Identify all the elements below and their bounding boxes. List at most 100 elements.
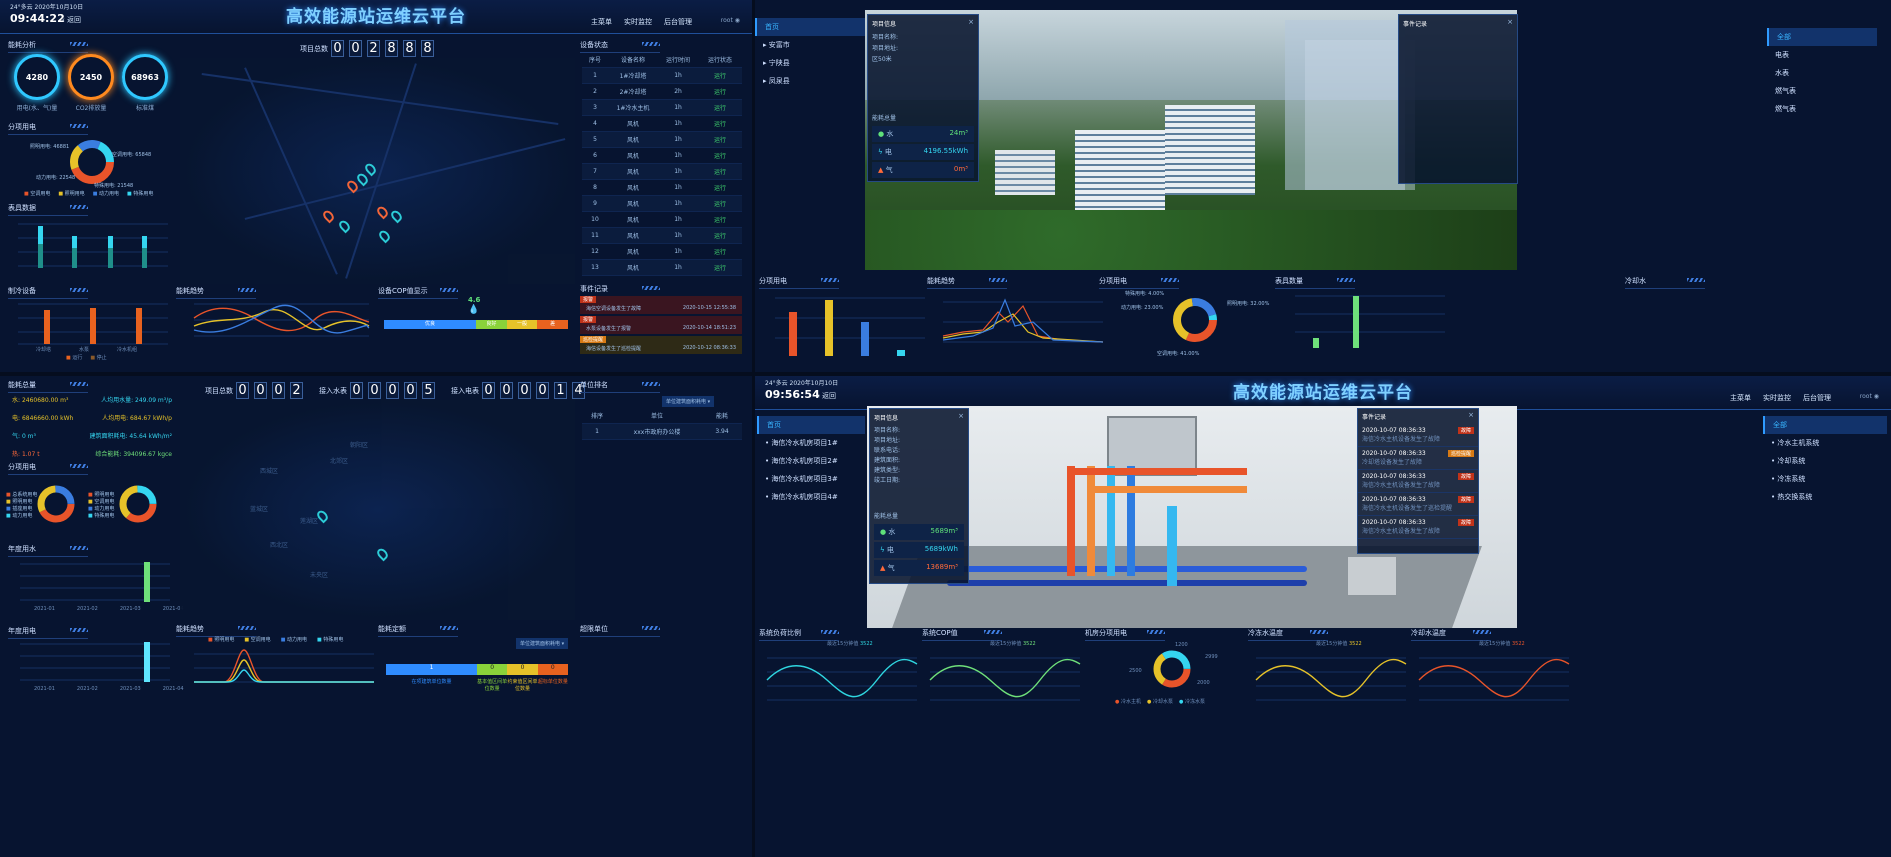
event-item[interactable]: 2020-10-07 08:36:33 故障 海信冷水主机设备发生了巡检提醒	[1358, 493, 1478, 516]
map-pin[interactable]	[321, 208, 336, 224]
table-row[interactable]: 10 风机 1h 运行	[582, 212, 742, 228]
event-time: 2020-10-07 08:36:33	[1362, 473, 1426, 480]
nav-main-menu[interactable]: 主菜单	[1730, 394, 1751, 402]
nav-main-menu[interactable]: 主菜单	[591, 18, 612, 26]
table-header: 排序 单位 能耗	[582, 408, 742, 424]
sidebar-item-project[interactable]: • 海信冷水机房项目3#	[765, 475, 838, 483]
nav-realtime[interactable]: 实时监控	[624, 18, 652, 26]
tab-system[interactable]: • 冷水主机系统	[1771, 439, 1820, 447]
event-tag: 故障	[1457, 519, 1474, 526]
table-row[interactable]: 11 风机 1h 运行	[582, 228, 742, 244]
sidebar-item-home[interactable]: 首页	[757, 416, 865, 434]
digit: 2	[367, 40, 380, 57]
event-item[interactable]: 报警 海信空调设备发生了故障 2020-10-15 12:55:38	[580, 296, 742, 314]
back-button[interactable]: ‹ 返回	[817, 392, 837, 400]
mini-line-chart	[766, 657, 918, 701]
nav-admin[interactable]: 后台管理	[1803, 394, 1831, 402]
table-row[interactable]: 12 风机 1h 运行	[582, 244, 742, 260]
map-pin[interactable]	[377, 228, 392, 244]
quota-captions: 在项建筑单位数量 基本值区间单位数量 约束值区间单位数量 超标单位数量	[411, 679, 568, 692]
tab-system[interactable]: • 热交换系统	[1771, 493, 1813, 501]
table-row[interactable]: 13 风机 1h 运行	[582, 260, 742, 276]
section-trend: 能耗趋势	[927, 276, 1007, 289]
sidebar-item-project[interactable]: • 海信冷水机房项目4#	[765, 493, 838, 501]
table-cell: 运行	[713, 153, 726, 160]
map-pin[interactable]	[363, 161, 378, 177]
table-row[interactable]: 4 风机 1h 运行	[582, 116, 742, 132]
tab-water[interactable]: 水表	[1775, 69, 1789, 77]
event-item[interactable]: 2020-10-07 08:36:33 巡检提醒 冷却塔设备发生了故障	[1358, 447, 1478, 470]
table-row[interactable]: 1 1#冷却塔 1h 运行	[582, 68, 742, 84]
tab-system[interactable]: • 冷冻系统	[1771, 475, 1806, 483]
total-row: 水: 2460680.00 m³ 人均用水量: 249.09 m³/p	[12, 397, 172, 404]
map-pin[interactable]	[375, 204, 390, 220]
event-item[interactable]: 2020-10-07 08:36:33 故障 海信冷水主机设备发生了故障	[1358, 470, 1478, 493]
user-menu[interactable]: root ◉	[1860, 393, 1879, 400]
city-energy-dashboard: 能耗总量 水: 2460680.00 m³ 人均用水量: 249.09 m³/p …	[0, 376, 752, 857]
nav-admin[interactable]: 后台管理	[664, 18, 692, 26]
close-icon[interactable]: ×	[1468, 411, 1474, 419]
year-labels: 2021-01 2021-02 2021-03 2021-04	[34, 606, 184, 612]
close-icon[interactable]: ×	[1507, 18, 1513, 26]
event-item[interactable]: 巡检提醒 海信设备发生了巡检提醒 2020-10-12 08:36:33	[580, 336, 742, 354]
close-icon[interactable]: ×	[958, 412, 964, 420]
section-title: 冷冻水温度	[1248, 628, 1328, 641]
table-row[interactable]: 3 1#冷水主机 1h 运行	[582, 100, 742, 116]
table-cell: 运行	[713, 169, 726, 176]
map-area[interactable]	[180, 58, 575, 284]
city-map[interactable]: 朝阳区 北郊区 西城区 蓝城区 莲湖区 西北区 未央区	[180, 400, 575, 620]
sidebar-item-county2[interactable]: ▸ 凤泉县	[763, 77, 790, 85]
table-cell: 1h	[674, 216, 682, 223]
table-row[interactable]: 9 风机 1h 运行	[582, 196, 742, 212]
event-tag: 故障	[1457, 496, 1474, 503]
sidebar-item-project[interactable]: • 海信冷水机房项目2#	[765, 457, 838, 465]
event-item[interactable]: 2020-10-07 08:36:33 故障 海信冷水主机设备发生了故障	[1358, 424, 1478, 447]
sidebar-item-home[interactable]: 首页	[755, 18, 865, 36]
section-cooling-water: 冷却水	[1625, 276, 1705, 289]
table-row[interactable]: 2 2#冷却塔 2h 运行	[582, 84, 742, 100]
section-split: 分项用电	[8, 122, 88, 135]
unit-rank-select[interactable]: 单位建筑面积耗电 ▾	[662, 396, 715, 407]
tab-gas-2[interactable]: 燃气表	[1775, 105, 1796, 113]
table-row[interactable]: 5 风机 1h 运行	[582, 132, 742, 148]
sidebar-item-county1[interactable]: ▸ 宁陕县	[763, 59, 790, 67]
table-row[interactable]: 8 风机 1h 运行	[582, 180, 742, 196]
donut-label: 动力用电: 23.00%	[1121, 305, 1164, 311]
event-item[interactable]: 报警 水泵设备发生了报警 2020-10-14 18:51:23	[580, 316, 742, 334]
user-menu[interactable]: root ◉	[721, 17, 740, 24]
table-cell: 运行	[713, 185, 726, 192]
table-cell: 运行	[713, 265, 726, 272]
table-row[interactable]: 7 风机 1h 运行	[582, 164, 742, 180]
tab-all[interactable]: 全部	[1767, 28, 1877, 46]
table-cell: 13	[591, 264, 599, 271]
tab-gas[interactable]: 燃气表	[1775, 87, 1796, 95]
counter-row: 项目总数 0 0 0 2 接入水表 0 0 0 0 5 接入电表 0 0 0 0 1 4	[205, 382, 587, 399]
map-pin[interactable]	[375, 546, 390, 562]
table-row[interactable]: 1 xxx市政府办公楼 3.94	[582, 424, 742, 440]
donut-label-power: 动力用电: 22548	[36, 175, 76, 181]
table-cell: 风机	[626, 185, 639, 192]
section-year-water: 年度用水	[8, 544, 88, 557]
table-cell: 运行状态	[707, 57, 732, 64]
chart-subtitle: 最近15分钟值 3522	[1316, 641, 1362, 647]
nav-realtime[interactable]: 实时监控	[1763, 394, 1791, 402]
elec-meter-count: 接入电表 0 0 0 0 1 4	[451, 382, 587, 399]
tab-elec[interactable]: 电表	[1775, 51, 1789, 59]
year-labels: 2021-01 2021-02 2021-03 2021-04	[34, 686, 184, 692]
back-button[interactable]: ‹ 返回	[62, 16, 82, 24]
bolt-icon: ϟ	[880, 546, 885, 554]
event-item[interactable]: 2020-10-07 08:36:33 故障 海信冷水主机设备发生了故障	[1358, 516, 1478, 539]
section-title: 机房分项用电	[1085, 628, 1165, 641]
right-tabs: 全部 • 冷水主机系统 • 冷却系统 • 冷冻系统 • 热交换系统	[1763, 416, 1887, 506]
quota-select[interactable]: 单位建筑面积耗电 ▾	[516, 638, 569, 649]
map-pin[interactable]	[389, 208, 404, 224]
donut-value: 2999	[1205, 654, 1218, 660]
table-row[interactable]: 6 风机 1h 运行	[582, 148, 742, 164]
tab-system[interactable]: • 冷却系统	[1771, 457, 1806, 465]
map-pin[interactable]	[337, 218, 352, 234]
event-desc: 海信冷水主机设备发生了故障	[1362, 482, 1441, 489]
sidebar-item-city[interactable]: ▸ 安富市	[763, 41, 790, 49]
close-icon[interactable]: ×	[968, 18, 974, 26]
tab-all[interactable]: 全部	[1763, 416, 1887, 434]
sidebar-item-project[interactable]: • 海信冷水机房项目1#	[765, 439, 838, 447]
